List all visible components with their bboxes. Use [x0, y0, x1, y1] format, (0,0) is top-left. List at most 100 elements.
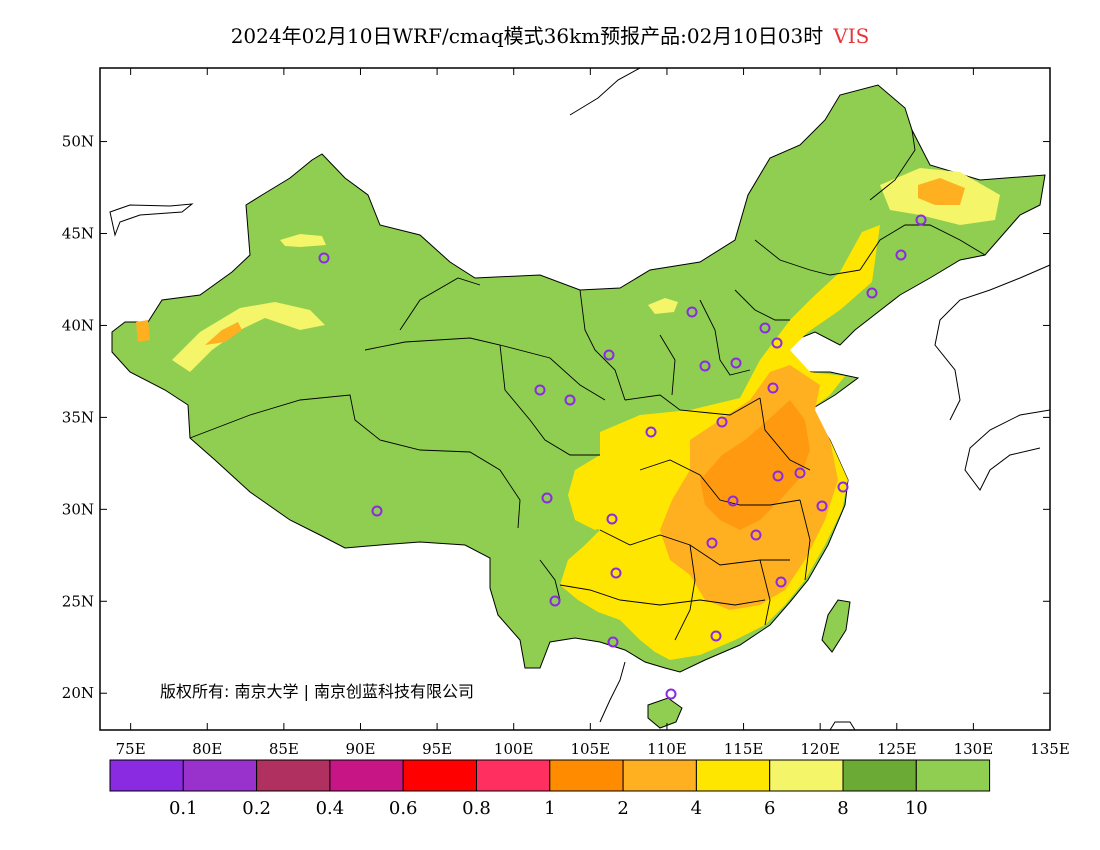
border-15 — [799, 499, 811, 581]
station-nanchang — [750, 529, 762, 541]
lon-tick-label: 130E — [954, 740, 994, 758]
colorbar-label: 6 — [764, 798, 775, 819]
station-harbin — [915, 214, 927, 226]
colorbar-label: 0.2 — [242, 798, 271, 819]
border-12 — [559, 584, 766, 606]
station-lanzhou — [564, 394, 576, 406]
colorbar-swatch — [622, 759, 697, 792]
border-16 — [754, 239, 861, 276]
colorbar-swatch — [182, 759, 258, 792]
colorbar-swatch — [549, 759, 624, 792]
border-14 — [759, 559, 771, 626]
station-guangzhou — [710, 630, 722, 642]
lon-tick-label: 110E — [647, 740, 687, 758]
border-13 — [674, 544, 696, 641]
zone-6km-yinshan — [648, 298, 678, 314]
station-jinan — [767, 382, 779, 394]
lon-tick-label: 135E — [1030, 740, 1070, 758]
station-hohhot — [686, 306, 698, 318]
colorbar-swatch — [256, 759, 331, 792]
colorbar-swatch — [329, 759, 404, 792]
station-kunming — [549, 595, 561, 607]
station-shijiazhuang — [730, 357, 742, 369]
longitude-axis: 75E 80E 85E 90E 95E 100E 105E 110E 115E 120E 125E 1… — [116, 68, 1070, 758]
variable-name: VIS — [833, 24, 870, 48]
lon-tick-label: 75E — [116, 740, 146, 758]
map-frame — [99, 67, 1051, 731]
land-taiwan — [821, 599, 851, 653]
border-2 — [399, 277, 481, 331]
border-18 — [869, 129, 916, 201]
lon-tick-label: 80E — [192, 740, 222, 758]
border-6 — [624, 394, 761, 416]
station-fuzhou — [775, 576, 787, 588]
coastlines — [109, 67, 1051, 731]
philippine-coast — [829, 721, 856, 731]
zone-6km-west — [568, 455, 640, 530]
lon-tick-label: 105E — [571, 740, 611, 758]
colorbar-label: 8 — [837, 798, 848, 819]
station-tianjin — [771, 337, 783, 349]
border-7 — [659, 334, 676, 396]
map-title: 2024年02月10日WRF/cmaq模式36km预报产品:02月10日03时 V… — [0, 20, 1100, 49]
border-17 — [859, 224, 986, 271]
station-beijing — [759, 322, 771, 334]
colorbar-label: 0.8 — [462, 798, 491, 819]
colorbar-swatch — [769, 759, 844, 792]
colorbar-swatch — [402, 759, 478, 792]
border-3 — [189, 394, 521, 529]
zone-4km-tianshan — [205, 322, 242, 345]
station-changsha — [706, 537, 718, 549]
station-guiyang — [610, 567, 622, 579]
station-urumqi — [318, 252, 330, 264]
colorbar-label: 10 — [905, 798, 928, 819]
border-20 — [539, 559, 561, 601]
colorbar-label: 1 — [544, 798, 555, 819]
lat-tick-label: 40N — [62, 316, 94, 334]
lat-tick-label: 35N — [62, 408, 94, 426]
station-changchun — [895, 249, 907, 261]
coastline-north — [569, 67, 641, 116]
visibility-zones — [136, 168, 1000, 660]
colorbar-label: 0.4 — [316, 798, 345, 819]
lon-tick-label: 120E — [800, 740, 840, 758]
colorbar-label: 2 — [617, 798, 628, 819]
colorbar-label: 0.6 — [389, 798, 418, 819]
copyright-text: 版权所有: 南京大学 | 南京创蓝科技有限公司 — [160, 682, 474, 701]
zone-4km-northeast — [918, 178, 965, 205]
lat-tick-label: 30N — [62, 500, 94, 518]
station-nanjing — [794, 467, 806, 479]
station-yinchuan — [603, 349, 615, 361]
zone-6km-west-edge — [136, 320, 150, 342]
province-borders — [189, 129, 986, 641]
lat-tick-label: 50N — [62, 133, 94, 151]
lon-tick-label: 125E — [877, 740, 917, 758]
border-4 — [499, 344, 600, 456]
border-8 — [699, 299, 751, 376]
zone-6km-dzungaria — [280, 234, 326, 247]
colorbar-swatch — [109, 759, 184, 792]
colorbar-label: 4 — [691, 798, 702, 819]
station-chongqing — [606, 513, 618, 525]
colorbar: 0.1 0.2 0.4 0.6 0.8 1 2 4 6 8 10 — [109, 759, 991, 819]
station-zhengzhou — [716, 416, 728, 428]
latitude-axis: 20N 25N 30N 35N 40N 45N 50N — [62, 133, 1050, 702]
lon-tick-label: 100E — [494, 740, 534, 758]
colorbar-swatch — [695, 759, 771, 792]
border-5 — [579, 289, 626, 401]
korea-japan-coast — [934, 264, 1051, 421]
station-shenyang — [866, 287, 878, 299]
station-chengdu — [541, 492, 553, 504]
colorbar-swatch — [476, 759, 551, 792]
lat-tick-label: 25N — [62, 592, 94, 610]
station-hangzhou — [816, 500, 828, 512]
station-lhasa — [371, 505, 383, 517]
station-hefei — [772, 470, 784, 482]
station-xining — [534, 384, 546, 396]
lon-tick-label: 85E — [269, 740, 299, 758]
stations — [318, 214, 927, 700]
border-19 — [734, 289, 790, 321]
border-10 — [639, 459, 801, 506]
zone-6km-tianshan — [172, 302, 325, 372]
